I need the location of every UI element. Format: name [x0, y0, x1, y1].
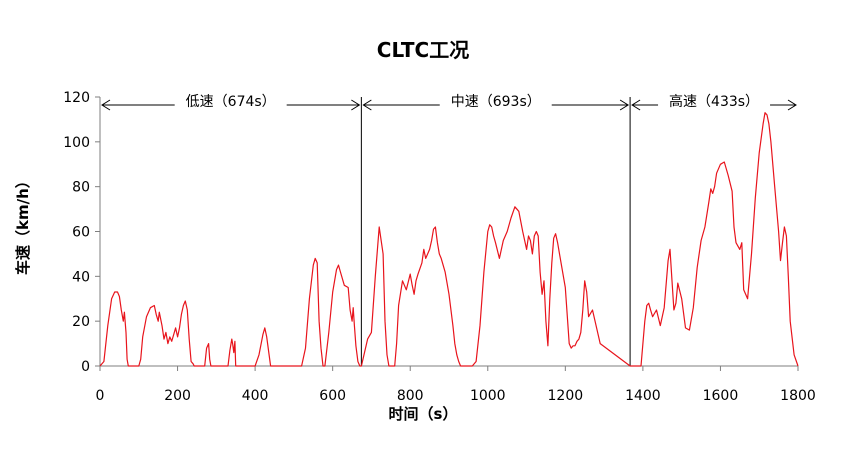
x-tick-label: 1000 [470, 388, 506, 404]
phase-arrow-head [351, 99, 361, 111]
speed-series-line [99, 112, 799, 367]
phase-label: 低速（674s） [186, 94, 276, 110]
y-tick-label: 20 [72, 314, 90, 330]
x-tick-label: 600 [319, 388, 346, 404]
phase-label-bg [174, 89, 287, 111]
x-tick-label: 1200 [548, 388, 584, 404]
x-tick-label: 1600 [703, 388, 739, 404]
x-tick-label: 400 [242, 388, 269, 404]
y-tick-label: 60 [72, 225, 90, 241]
phase-label: 高速（433s） [669, 93, 759, 110]
y-tick-label: 40 [72, 269, 90, 285]
phase-label: 中速（693s） [451, 94, 541, 110]
phase-label-bg [658, 89, 771, 111]
x-tick-label: 1400 [625, 388, 661, 404]
x-tick-label: 0 [96, 388, 105, 404]
phase-arrow-head [362, 99, 372, 111]
x-tick-label: 200 [164, 388, 191, 404]
y-tick-label: 0 [81, 359, 90, 375]
chart-title: CLTC工况 [376, 38, 470, 62]
x-tick-label: 800 [397, 388, 424, 404]
x-axis-label: 时间（s） [388, 405, 458, 423]
phase-arrow-head [101, 99, 111, 111]
phase-arrow-head [631, 99, 641, 111]
y-tick-label: 80 [72, 180, 90, 196]
phase-label-bg [439, 89, 552, 111]
x-tick-label: 1800 [780, 388, 816, 404]
phase-arrow-head [787, 99, 797, 111]
phase-arrow-head [619, 99, 630, 111]
y-tick-label: 100 [63, 135, 90, 151]
y-tick-label: 120 [63, 90, 90, 106]
